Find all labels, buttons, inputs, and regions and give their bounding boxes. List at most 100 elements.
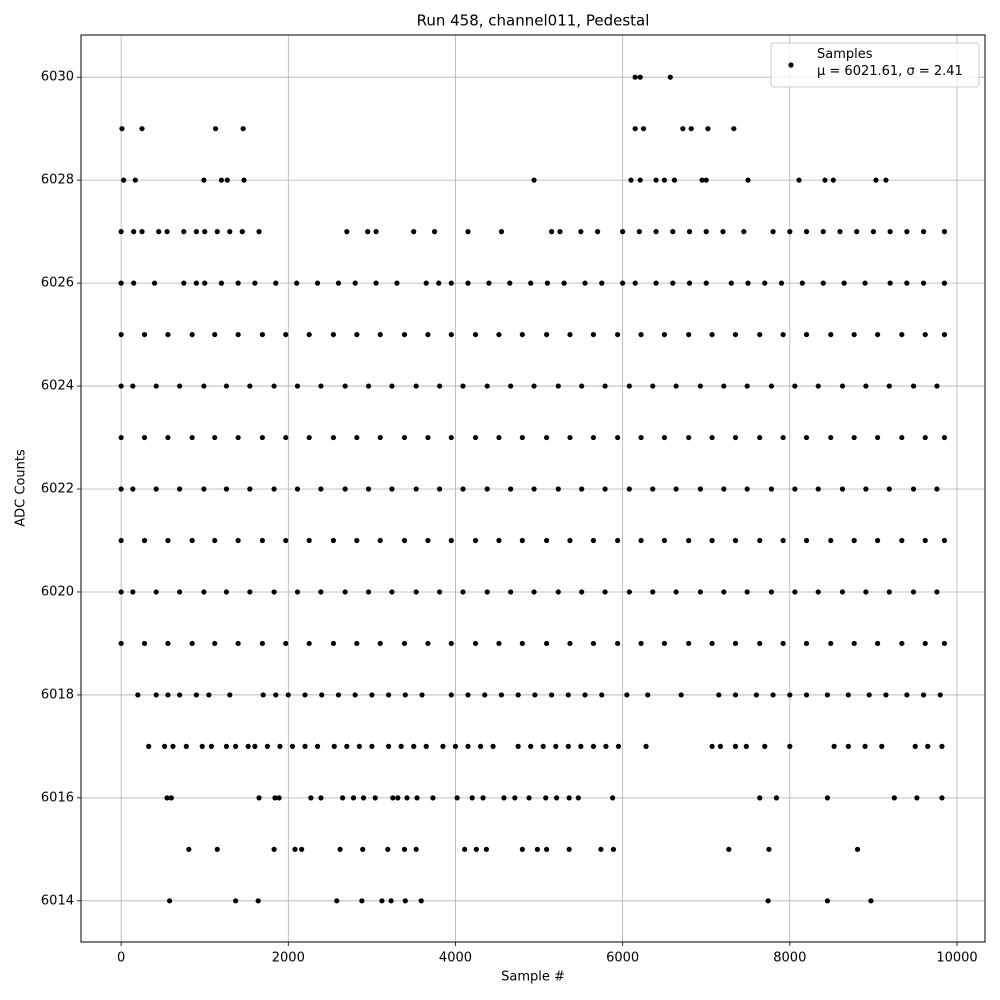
point xyxy=(862,280,868,286)
point xyxy=(402,898,408,904)
point xyxy=(820,229,826,235)
point xyxy=(156,229,162,235)
point xyxy=(920,280,927,286)
point xyxy=(828,537,834,544)
point xyxy=(212,537,218,544)
point xyxy=(920,229,927,235)
point xyxy=(118,331,124,338)
point xyxy=(688,126,694,132)
point xyxy=(465,692,471,698)
point xyxy=(534,846,540,852)
y-tick-label: 6020 xyxy=(41,584,74,599)
point xyxy=(753,692,759,698)
point xyxy=(484,486,490,492)
point xyxy=(602,589,608,595)
point xyxy=(401,331,408,338)
point xyxy=(661,331,668,338)
point xyxy=(472,331,479,338)
point xyxy=(709,331,715,338)
y-tick-label: 6024 xyxy=(41,379,74,394)
point xyxy=(223,589,230,595)
point xyxy=(673,486,679,492)
point xyxy=(356,743,362,749)
point xyxy=(330,640,337,647)
point xyxy=(252,280,258,286)
point xyxy=(615,434,621,441)
point xyxy=(496,640,502,647)
point xyxy=(306,434,312,441)
point xyxy=(448,434,454,441)
point xyxy=(233,898,239,904)
point xyxy=(697,486,703,492)
point xyxy=(177,383,183,389)
point xyxy=(256,795,262,801)
point xyxy=(697,383,703,389)
point xyxy=(496,331,502,338)
point xyxy=(139,229,145,235)
point xyxy=(603,743,609,749)
point xyxy=(273,280,279,286)
point xyxy=(721,486,727,492)
point xyxy=(637,177,643,183)
point xyxy=(177,589,183,595)
point xyxy=(904,229,910,235)
point xyxy=(259,640,265,647)
point xyxy=(472,434,479,441)
point xyxy=(721,383,727,389)
point xyxy=(653,280,659,286)
point xyxy=(337,846,343,852)
point xyxy=(851,640,857,647)
y-tick-label: 6018 xyxy=(41,687,74,702)
point xyxy=(306,640,312,647)
point xyxy=(460,486,466,492)
point xyxy=(369,743,375,749)
point xyxy=(227,692,233,698)
point xyxy=(590,331,596,338)
chart-title: Run 458, channel011, Pedestal xyxy=(417,12,650,30)
point xyxy=(787,743,793,749)
point xyxy=(448,537,454,544)
point xyxy=(436,383,443,389)
point xyxy=(436,589,443,595)
point xyxy=(566,795,572,801)
point xyxy=(787,692,793,698)
point xyxy=(768,486,775,492)
point xyxy=(183,743,189,749)
point xyxy=(255,898,261,904)
point xyxy=(460,383,466,389)
point xyxy=(153,589,159,595)
point xyxy=(941,640,948,647)
point xyxy=(484,589,490,595)
point xyxy=(283,640,289,647)
point xyxy=(202,280,208,286)
point xyxy=(910,589,917,595)
point xyxy=(212,331,218,338)
point xyxy=(686,537,692,544)
point xyxy=(757,434,763,441)
point xyxy=(247,383,253,389)
point xyxy=(181,280,187,286)
point xyxy=(615,640,621,647)
point xyxy=(283,537,289,544)
point xyxy=(354,331,360,338)
point xyxy=(302,743,308,749)
point xyxy=(815,486,821,492)
point xyxy=(342,589,348,595)
point xyxy=(401,846,408,852)
point xyxy=(590,640,596,647)
point xyxy=(141,537,148,544)
point xyxy=(780,434,786,441)
point xyxy=(615,331,621,338)
point xyxy=(922,537,928,544)
point xyxy=(473,846,479,852)
point xyxy=(377,434,383,441)
point xyxy=(661,537,668,544)
point xyxy=(141,640,148,647)
point xyxy=(590,743,596,749)
point xyxy=(177,692,183,698)
point xyxy=(294,280,300,286)
point xyxy=(594,229,601,235)
point xyxy=(413,589,419,595)
point xyxy=(235,537,241,544)
point xyxy=(671,177,678,183)
